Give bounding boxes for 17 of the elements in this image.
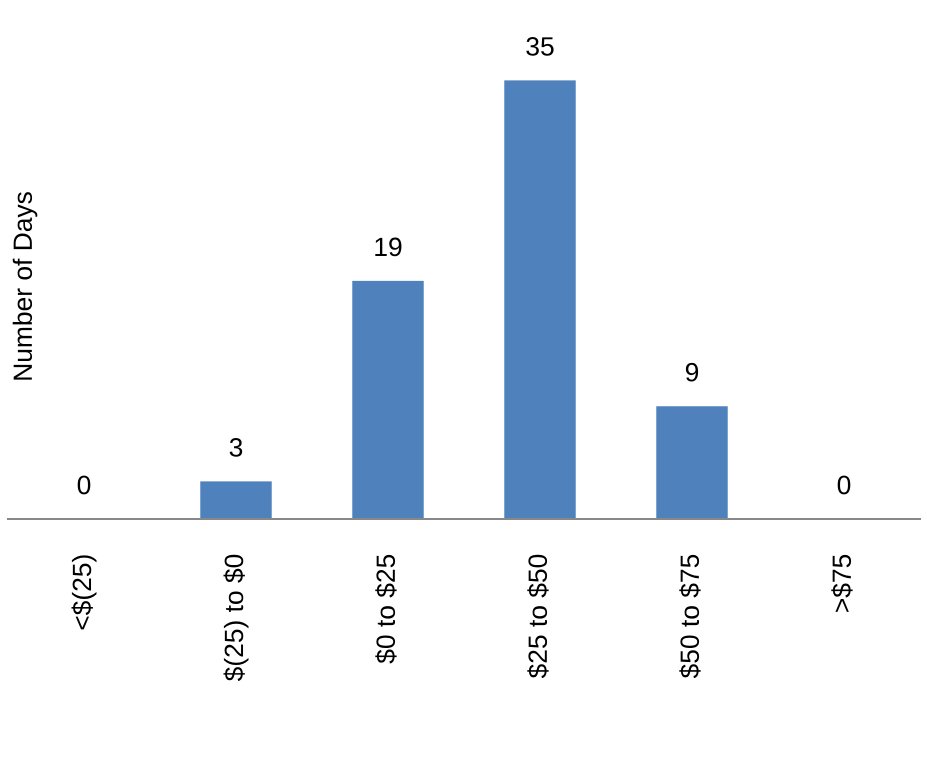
data-label: 0 — [838, 476, 850, 494]
x-tick-label: <$(25) — [71, 555, 96, 630]
data-label: 19 — [375, 238, 402, 256]
bar — [504, 80, 576, 519]
bar — [352, 280, 424, 519]
data-label: 35 — [526, 37, 554, 56]
data-label: 9 — [686, 362, 698, 382]
bar — [200, 481, 272, 519]
x-tick-label: $25 to $50 — [527, 554, 549, 678]
data-label: 0 — [78, 476, 90, 494]
bar — [656, 406, 728, 519]
x-tick-label: $0 to $25 — [375, 554, 397, 664]
x-tick-label: $(25) to $0 — [223, 554, 248, 682]
data-label: 3 — [230, 438, 242, 457]
x-tick-label: >$75 — [831, 554, 853, 612]
x-tick-label: $50 to $75 — [679, 554, 701, 678]
y-axis-title: Number of Days — [12, 192, 38, 380]
